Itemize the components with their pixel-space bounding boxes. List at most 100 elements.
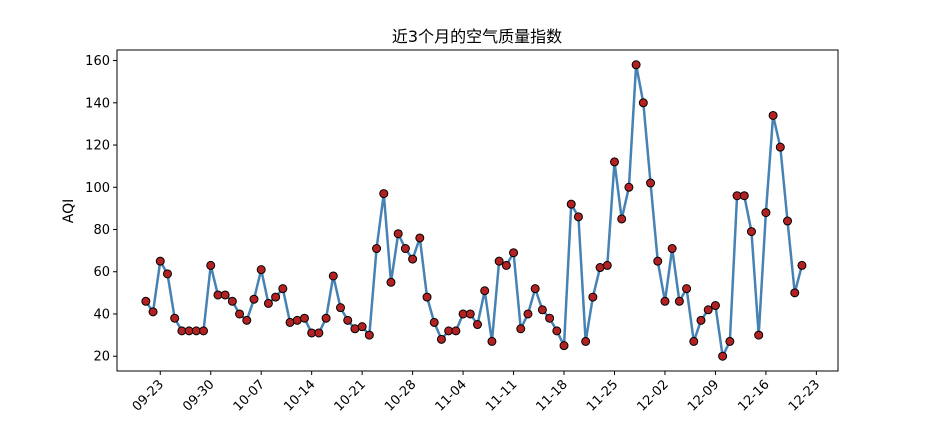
data-point [552,326,562,336]
data-point [783,216,793,226]
y-tick-label: 60 [93,265,110,280]
data-point [523,309,533,319]
data-point [235,309,245,319]
data-point [242,315,252,325]
y-tick-label: 100 [85,181,110,196]
x-tick-label: 11-25 [584,377,621,414]
data-point [400,244,410,254]
x-tick-label: 11-11 [483,377,520,414]
data-point [653,256,663,266]
data-point [739,191,749,201]
data-point [227,296,237,306]
data-point [638,98,648,108]
data-point [422,292,432,302]
x-tick-label: 10-07 [231,377,268,414]
data-point [581,336,591,346]
data-point [357,322,367,332]
data-point [321,313,331,323]
data-point [624,182,634,192]
data-point [141,296,151,306]
data-point [509,248,519,258]
x-tick-label: 11-04 [433,377,470,414]
data-point [336,303,346,313]
data-point [343,315,353,325]
data-point [667,244,677,254]
data-point [487,336,497,346]
x-tick-label: 10-21 [332,377,369,414]
data-point [299,313,309,323]
data-point [516,324,526,334]
data-point [386,277,396,287]
x-tick-label: 10-28 [382,377,419,414]
data-point [415,233,425,243]
data-point [754,330,764,340]
data-point [162,269,172,279]
data-point [617,214,627,224]
data-point [393,229,403,239]
data-point [206,260,216,270]
data-point [545,313,555,323]
data-point [660,296,670,306]
data-point [429,317,439,327]
data-point [249,294,259,304]
x-tick-label: 12-23 [786,377,823,414]
data-point [559,341,569,351]
data-point [473,320,482,330]
y-tick-label: 80 [93,223,110,238]
data-point [703,305,713,315]
data-point [148,307,158,317]
data-point [263,298,273,308]
data-point [408,254,418,264]
y-axis-label: AQI [61,199,77,223]
data-point [573,212,583,222]
plot-frame [116,49,839,372]
data-point [501,260,511,270]
y-tick-label: 20 [93,350,110,365]
data-point [465,309,475,319]
y-tick-label: 120 [85,139,110,154]
x-tick-label: 12-09 [685,377,722,414]
data-point [646,178,656,188]
data-point [278,284,288,294]
data-point [256,265,266,275]
data-point [480,286,490,296]
data-point [328,271,338,281]
data-line [144,64,804,361]
y-tick-label: 40 [93,307,110,322]
data-point [725,336,735,346]
data-point [530,284,540,294]
data-point [537,305,547,315]
chart-title: 近3个月的空气质量指数 [392,27,562,46]
data-point [220,290,230,300]
data-point [609,157,619,167]
data-point [436,334,446,344]
data-point [775,142,785,152]
data-point [631,60,641,70]
x-tick-label: 12-16 [735,377,772,414]
data-point [364,330,374,340]
data-point [155,256,165,266]
data-point [696,315,706,325]
data-point [451,326,461,336]
y-tick-label: 140 [85,96,110,111]
data-point [602,260,612,270]
data-point [566,199,576,209]
data-point [271,292,281,302]
data-point [588,292,598,302]
data-point [372,244,382,254]
data-point [314,328,324,338]
x-tick-label: 09-23 [130,377,167,414]
data-point [494,256,504,266]
x-tick-label: 10-14 [281,377,318,414]
x-tick-label: 11-18 [534,377,571,414]
data-point [746,227,756,237]
data-point [199,326,209,336]
data-point [379,189,389,199]
data-point [689,336,699,346]
data-point [710,301,720,311]
y-tick-label: 160 [85,54,110,69]
data-point [674,296,684,306]
data-point [170,313,180,323]
data-point [682,284,692,294]
